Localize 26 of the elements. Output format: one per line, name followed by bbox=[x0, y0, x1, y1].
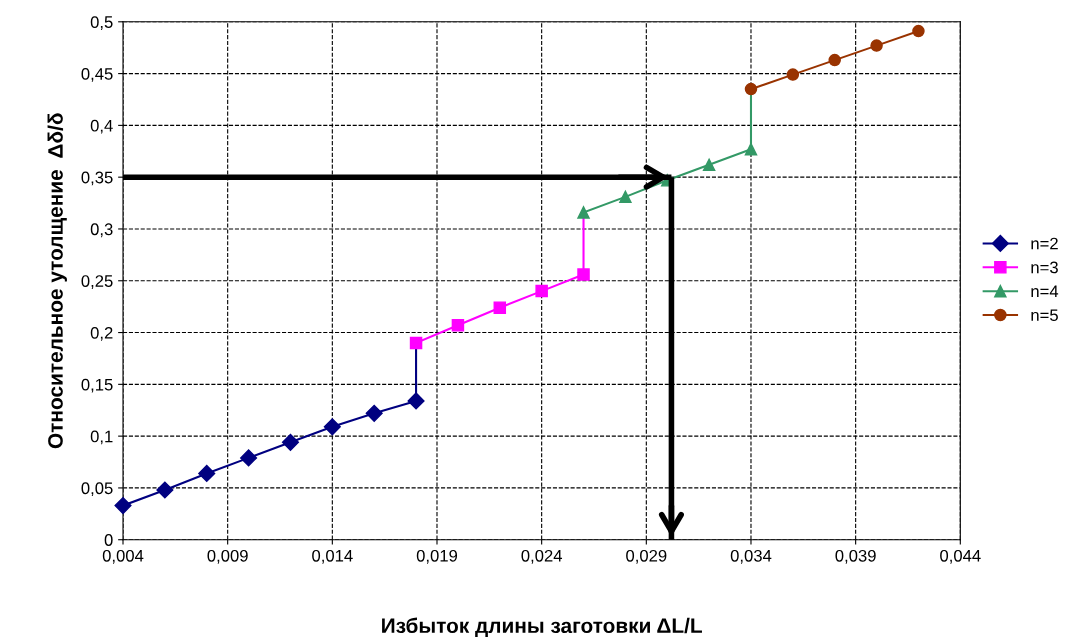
y-tick-label: 0,25 bbox=[81, 275, 113, 289]
x-tick-label: 0,044 bbox=[940, 549, 981, 564]
x-tick-label: 0,019 bbox=[416, 549, 458, 564]
legend-label: n=4 bbox=[1031, 285, 1059, 297]
y-tick-label: 0,1 bbox=[90, 430, 113, 445]
x-tick-label: 0,024 bbox=[521, 549, 563, 564]
x-tick-label: 0,004 bbox=[102, 549, 144, 564]
x-tick-label: 0,039 bbox=[835, 549, 876, 564]
y-tick-label: 0,45 bbox=[81, 67, 113, 82]
y-tick-label: 0,3 bbox=[90, 223, 113, 238]
y-tick-label: 0,2 bbox=[90, 326, 113, 341]
x-tick-label: 0,029 bbox=[626, 549, 667, 564]
legend-label: n=3 bbox=[1031, 261, 1058, 274]
y-tick-label: 0 bbox=[104, 534, 113, 546]
y-tick-label: 0,35 bbox=[81, 171, 113, 186]
x-tick-label: 0,009 bbox=[207, 549, 248, 564]
legend-label: n=5 bbox=[1031, 309, 1058, 322]
x-tick-label: 0,034 bbox=[730, 549, 772, 564]
y-tick-label: 0,5 bbox=[90, 16, 113, 30]
x-axis-title: Избыток длины заготовки ΔL/L bbox=[382, 617, 702, 638]
y-tick-label: 0,05 bbox=[81, 482, 113, 497]
y-tick-label: 0,15 bbox=[81, 378, 113, 393]
y-axis-title: Относительное утолщение Δδ/δ bbox=[47, 113, 67, 449]
legend-label: n=2 bbox=[1031, 237, 1058, 250]
x-tick-label: 0,014 bbox=[312, 549, 353, 564]
y-tick-label: 0,4 bbox=[90, 119, 113, 134]
